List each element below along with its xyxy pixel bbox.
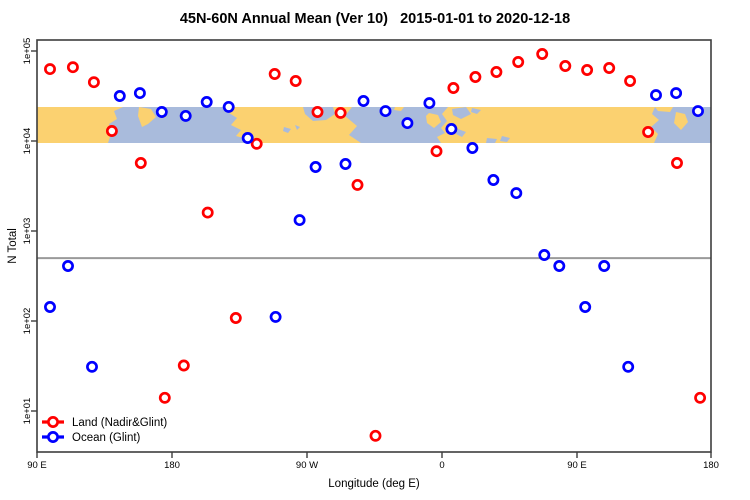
- data-point: [339, 158, 352, 170]
- x-tick-label: 180: [164, 460, 180, 471]
- data-point: [311, 106, 324, 118]
- map-ocean-caspian: [500, 136, 510, 142]
- data-point: [269, 310, 282, 323]
- data-point: [113, 90, 126, 102]
- data-point: [445, 123, 458, 135]
- data-point: [671, 157, 683, 169]
- data-point: [179, 109, 192, 122]
- data-point: [553, 260, 566, 272]
- data-point: [469, 71, 482, 83]
- map-island-uk: [426, 113, 441, 128]
- data-point: [357, 95, 370, 107]
- data-point: [44, 301, 56, 313]
- data-point: [289, 75, 302, 87]
- y-axis-label: N Total: [7, 228, 19, 264]
- y-tick-label: 1e+04: [22, 128, 33, 155]
- x-tick-label: 90 E: [567, 460, 587, 471]
- data-point: [642, 126, 655, 138]
- data-point: [694, 391, 707, 404]
- data-point: [133, 87, 146, 100]
- data-point: [536, 48, 549, 60]
- x-tick-label: 90 W: [296, 460, 318, 471]
- map-ocean-lake: [283, 127, 291, 133]
- y-tick-label: 1e+05: [22, 38, 33, 65]
- map-ocean-baltic: [452, 107, 471, 119]
- y-tick-label: 1e+01: [22, 398, 33, 425]
- map-coast-strip: [655, 107, 673, 112]
- data-point: [222, 100, 235, 113]
- data-point: [670, 87, 683, 100]
- data-point: [598, 260, 611, 272]
- map-island-kamchatka2: [674, 112, 688, 130]
- data-point: [177, 359, 190, 372]
- chart-title: 45N-60N Annual Mean (Ver 10) 2015-01-01 …: [180, 11, 570, 27]
- legend-ocean-label: Ocean (Glint): [72, 432, 141, 444]
- data-point: [401, 117, 414, 130]
- data-point: [66, 61, 79, 74]
- map-ocean-lake: [456, 129, 466, 137]
- map-island-iceland: [394, 107, 404, 111]
- data-point: [603, 62, 616, 74]
- data-point: [581, 64, 594, 76]
- data-point: [105, 125, 118, 137]
- y-tick-label: 1e+03: [22, 218, 33, 245]
- data-point: [430, 145, 443, 158]
- data-point: [155, 106, 168, 118]
- data-point: [692, 105, 704, 118]
- data-point: [309, 161, 322, 173]
- data-point: [334, 106, 347, 119]
- data-point: [423, 97, 436, 110]
- legend-land-label: Land (Nadir&Glint): [72, 417, 167, 429]
- data-point: [559, 60, 572, 72]
- data-point: [200, 96, 213, 108]
- map-band: [37, 107, 711, 143]
- data-point: [379, 105, 392, 118]
- data-point: [229, 312, 242, 324]
- legend: Land (Nadir&Glint) Ocean (Glint): [42, 416, 167, 444]
- data-point: [87, 76, 100, 89]
- map-ocean-lake: [295, 125, 300, 130]
- data-point: [44, 63, 56, 76]
- map-ocean-pacific: [108, 107, 247, 143]
- data-point: [134, 157, 147, 169]
- data-point: [293, 214, 306, 227]
- x-axis: 90 E 180 90 W 0 90 E 180 Longitude (deg …: [27, 452, 719, 490]
- data-point: [538, 249, 551, 261]
- legend-land-marker: [47, 416, 59, 428]
- y-axis: 1e+05 1e+04 1e+03 1e+02 1e+01 N Total: [7, 38, 37, 425]
- plot-border: [36, 39, 712, 453]
- scatter-points: [44, 48, 707, 442]
- data-point: [622, 360, 635, 373]
- map-island-kamchatka: [138, 107, 156, 127]
- data-point: [250, 137, 263, 150]
- map-ocean-atlantic: [345, 107, 448, 143]
- data-point: [624, 75, 637, 87]
- x-tick-label: 90 E: [27, 460, 47, 471]
- x-tick-label: 0: [439, 460, 444, 471]
- data-point: [201, 206, 214, 219]
- data-point: [510, 187, 523, 200]
- data-point: [579, 301, 592, 313]
- data-point: [487, 174, 500, 186]
- data-point: [447, 82, 460, 94]
- data-point: [650, 89, 662, 102]
- data-point: [62, 260, 74, 272]
- data-point: [241, 132, 254, 144]
- data-point: [86, 360, 98, 373]
- data-point: [369, 429, 382, 442]
- data-point: [351, 178, 364, 191]
- data-point: [490, 66, 503, 78]
- map-ocean-black-sea: [486, 138, 497, 143]
- data-point: [512, 56, 525, 68]
- x-tick-label: 180: [703, 460, 719, 471]
- data-point: [268, 68, 281, 80]
- legend-ocean-marker: [47, 431, 59, 443]
- data-point: [466, 142, 479, 154]
- map-ocean-baltic2: [471, 108, 481, 114]
- x-axis-label: Longitude (deg E): [328, 478, 420, 490]
- y-tick-label: 1e+02: [22, 308, 33, 335]
- data-point: [158, 391, 171, 404]
